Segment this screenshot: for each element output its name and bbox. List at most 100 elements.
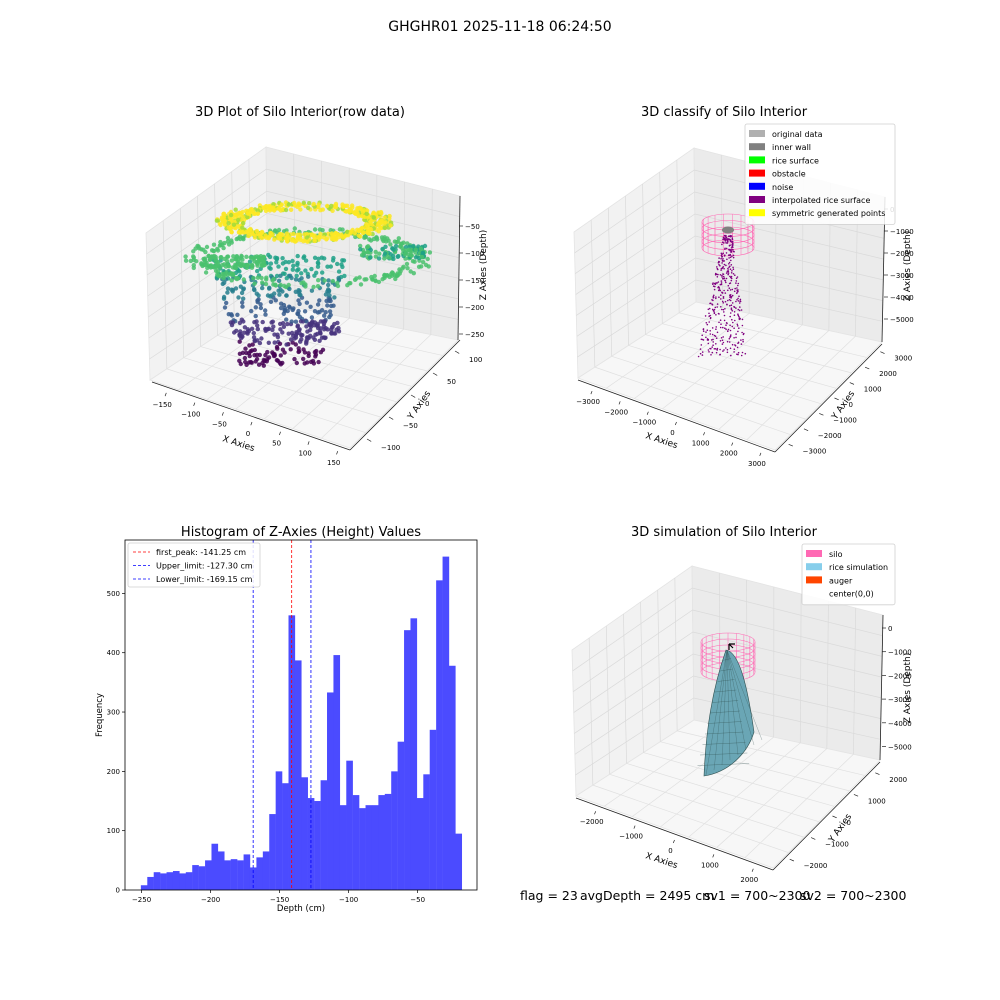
p1-point [249, 326, 255, 331]
p1-x-tick-label: 50 [272, 440, 281, 448]
p1-point [382, 215, 387, 220]
p1-point [241, 296, 246, 301]
p2-point [740, 354, 743, 357]
p4-legend-swatch [806, 576, 822, 584]
p1-point [418, 246, 423, 251]
p1-point [220, 242, 225, 247]
p1-point [252, 211, 258, 216]
p1-point [224, 270, 229, 275]
p1-xlabel: X Axies [221, 434, 256, 454]
p1-point [284, 342, 289, 347]
p1-point [287, 305, 292, 310]
p2-point [709, 347, 711, 350]
p1-point [211, 248, 216, 253]
p2-grid [625, 195, 629, 346]
p1-point [247, 353, 252, 359]
p2-point [719, 340, 722, 342]
p3-bar [237, 860, 244, 890]
p4-surface-mesh [704, 731, 744, 735]
p2-point [715, 314, 717, 316]
p4-legend-swatch [806, 550, 822, 557]
p2-point [737, 300, 740, 302]
p1-ticks: −150 −100 −50 0 50 100 150 −100 −50 0 50 100 −50 −100… [153, 223, 485, 467]
p2-point [732, 250, 735, 253]
p3-plot-frame [124, 539, 478, 891]
p2-point [731, 240, 734, 243]
p4-x-tick [751, 868, 754, 872]
p2-point [739, 306, 741, 308]
p1-point [322, 313, 327, 318]
p1-point [329, 325, 335, 330]
p1-point [247, 259, 253, 264]
p1-point [288, 207, 294, 212]
p2-point [719, 319, 722, 322]
p3-ylabel: Frequency [95, 693, 105, 737]
p1-point [255, 208, 261, 213]
p2-point [720, 283, 723, 286]
p1-point [318, 208, 323, 213]
p1-point [359, 213, 365, 219]
p2-point [729, 265, 731, 268]
p1-point [289, 275, 294, 281]
p1-point [240, 350, 246, 355]
p1-point [268, 261, 274, 266]
p2-x-tick-label: −3000 [576, 398, 600, 406]
p1-point [297, 349, 302, 354]
p1-grid [321, 334, 432, 439]
p2-point [729, 347, 732, 350]
p2-point [726, 351, 729, 354]
p3-bar [359, 808, 366, 890]
p4-x-tick-label: −1000 [619, 833, 643, 841]
p1-z-axis-line [457, 195, 461, 341]
p1-point [288, 347, 293, 352]
p2-x-tick [759, 452, 762, 456]
p3-ticks: −250 −200 −150 −100 −50 0 100 200 300 400 500 [107, 590, 425, 904]
p1-point [315, 321, 320, 327]
p2-point [708, 307, 711, 310]
p2-point [731, 243, 733, 246]
p2-point [727, 270, 730, 273]
p1-y-tick [410, 394, 416, 398]
p1-point [309, 232, 315, 237]
p1-point [425, 256, 430, 262]
p2-point [727, 273, 729, 276]
p1-point [350, 205, 355, 210]
p1-point [238, 284, 243, 289]
p1-point [302, 309, 308, 314]
p1-point [376, 210, 381, 215]
p4-surface-mesh [726, 649, 739, 756]
p2-point [741, 331, 743, 334]
p2-point [700, 338, 703, 341]
p1-point [345, 229, 350, 235]
p1-point [247, 343, 252, 348]
p1-point [273, 283, 278, 288]
p3-y-tick-label: 400 [107, 649, 120, 657]
p1-point [413, 255, 419, 260]
p1-point [289, 319, 294, 324]
p1-point [386, 238, 391, 243]
p1-point [282, 283, 287, 289]
p1-grid [264, 323, 377, 420]
p2-point [729, 304, 731, 307]
p2-point [708, 321, 710, 323]
p1-point [225, 254, 231, 259]
p1-point [387, 216, 392, 221]
p3-bar [384, 793, 392, 890]
p1-point [299, 337, 304, 342]
p3-bar [205, 860, 212, 890]
p2-point [706, 338, 709, 340]
p1-point [376, 256, 382, 261]
p4-grid [573, 631, 882, 713]
p4-surface-mesh [709, 710, 741, 714]
p2-grid [590, 219, 596, 368]
p1-point [251, 335, 257, 340]
p2-point [730, 354, 732, 357]
p1-point [229, 287, 234, 292]
p1-point [267, 285, 272, 290]
p1-point [278, 273, 283, 278]
p2-point [729, 275, 731, 278]
p1-point [367, 221, 373, 227]
p4-surface-mesh [699, 752, 748, 756]
p2-y-tick [803, 428, 809, 431]
p2-point [735, 336, 737, 339]
